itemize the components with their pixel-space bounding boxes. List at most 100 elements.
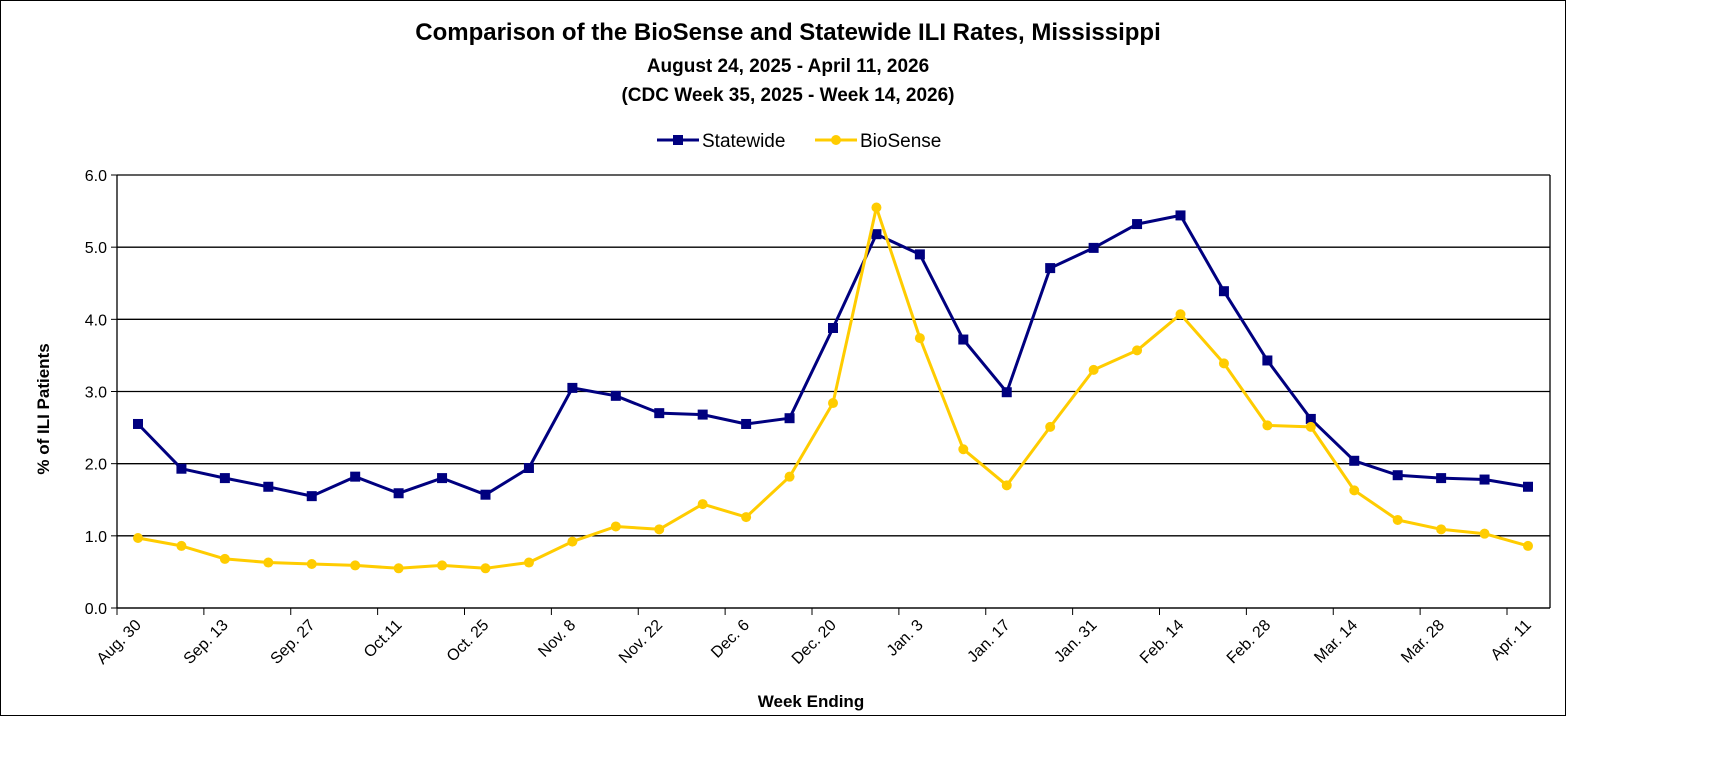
y-tick-label: 5.0	[85, 240, 107, 257]
statewide-point	[480, 489, 491, 500]
statewide-point	[176, 463, 187, 474]
biosense-point	[1262, 420, 1273, 431]
x-tick-label: Nov. 22	[616, 617, 666, 667]
x-tick-label: Oct.11	[361, 617, 406, 662]
y-tick-label: 2.0	[85, 457, 107, 474]
statewide-point	[741, 418, 752, 429]
statewide-point	[437, 473, 448, 484]
biosense-point	[1436, 524, 1447, 535]
biosense-point	[176, 540, 187, 551]
chart-subtitle-dates: August 24, 2025 - April 11, 2026	[647, 56, 929, 77]
legend-statewide-marker	[673, 135, 683, 145]
legend-biosense-label: BioSense	[860, 131, 941, 152]
statewide-point	[1218, 286, 1229, 297]
x-tick-label: Feb. 14	[1137, 617, 1187, 667]
biosense-point	[697, 499, 708, 510]
y-tick-label: 6.0	[85, 168, 107, 185]
line-chart: Comparison of the BioSense and Statewide…	[34, 19, 1551, 711]
biosense-point	[393, 563, 404, 574]
x-tick-label: Jan. 3	[884, 617, 927, 660]
biosense-point	[741, 512, 752, 523]
x-tick-label: Sep. 27	[268, 617, 319, 668]
chart-frame: Comparison of the BioSense and Statewide…	[0, 0, 1566, 716]
statewide-point	[306, 491, 317, 502]
statewide-point	[219, 473, 230, 484]
statewide-point	[1392, 470, 1403, 481]
biosense-point	[610, 521, 621, 532]
statewide-point	[1262, 355, 1273, 366]
statewide-point	[523, 462, 534, 473]
biosense-point	[133, 532, 143, 543]
biosense-point	[1349, 485, 1360, 496]
statewide-point	[567, 382, 578, 393]
chart-title: Comparison of the BioSense and Statewide…	[415, 19, 1161, 46]
statewide-point	[697, 409, 708, 420]
series-group	[133, 202, 1533, 574]
statewide-point	[1523, 481, 1533, 492]
biosense-point	[1175, 309, 1186, 320]
statewide-point	[1175, 210, 1186, 221]
x-tick-label: Oct. 25	[444, 617, 493, 666]
biosense-point	[958, 444, 969, 455]
chart-subtitle-weeks: (CDC Week 35, 2025 - Week 14, 2026)	[621, 85, 954, 106]
biosense-point	[350, 560, 361, 571]
statewide-point	[914, 249, 925, 260]
y-axis-label: % of ILI Patients	[34, 343, 53, 474]
legend-biosense-marker	[831, 135, 841, 145]
x-tick-label: Nov. 8	[535, 617, 579, 661]
statewide-point	[871, 229, 882, 240]
statewide-point	[393, 488, 404, 499]
statewide-point	[654, 408, 665, 419]
x-tick-label: Aug. 30	[94, 617, 145, 668]
statewide-point	[1349, 455, 1360, 466]
biosense-line	[137, 206, 1529, 570]
x-tick-label: Mar. 28	[1398, 617, 1448, 667]
statewide-point	[263, 481, 274, 492]
statewide-point	[350, 471, 361, 482]
x-tick-label: Jan. 31	[1051, 617, 1100, 666]
biosense-point	[914, 333, 925, 344]
biosense-point	[1218, 358, 1229, 369]
legend-statewide-label: Statewide	[702, 131, 785, 152]
biosense-point	[1088, 364, 1099, 375]
x-tick-label: Dec. 20	[789, 617, 840, 668]
statewide-point	[610, 390, 621, 401]
axes: 0.0 1.0 2.0 3.0 4.0 5.0 6.0 Aug. 30 Sep. 13 Sep. …	[85, 168, 1551, 668]
statewide-point	[133, 418, 143, 429]
statewide-point	[1436, 473, 1447, 484]
gridlines	[117, 174, 1550, 609]
x-tick-label: Mar. 14	[1311, 617, 1361, 667]
biosense-point	[654, 524, 665, 535]
biosense-point	[1045, 421, 1056, 432]
chart-legend: Statewide BioSense	[657, 131, 941, 152]
biosense-point	[1523, 540, 1533, 551]
statewide-point	[1045, 263, 1056, 274]
statewide-point	[1305, 413, 1316, 424]
biosense-point	[871, 202, 882, 213]
statewide-line	[136, 213, 1529, 498]
statewide-point	[1001, 387, 1012, 398]
x-tick-label: Feb. 28	[1224, 617, 1274, 667]
biosense-point	[1001, 480, 1012, 491]
statewide-point	[958, 334, 969, 345]
biosense-point	[437, 560, 448, 571]
biosense-point	[1305, 421, 1316, 432]
statewide-point	[1132, 219, 1143, 230]
biosense-point	[306, 558, 317, 569]
statewide-point	[1088, 242, 1099, 253]
statewide-point	[784, 413, 795, 424]
x-tick-label: Sep. 13	[181, 617, 232, 668]
x-tick-label: Dec. 6	[708, 617, 753, 662]
x-tick-label: Apr. 11	[1488, 617, 1535, 664]
y-tick-label: 1.0	[85, 529, 107, 546]
biosense-point	[263, 557, 274, 568]
y-tick-label: 0.0	[85, 601, 107, 618]
biosense-point	[784, 471, 795, 482]
biosense-point	[480, 563, 491, 574]
biosense-point	[1479, 528, 1490, 539]
biosense-point	[219, 553, 230, 564]
statewide-point	[1479, 474, 1490, 485]
x-axis-label: Week Ending	[758, 692, 864, 711]
biosense-point	[1392, 514, 1403, 525]
biosense-point	[1132, 345, 1143, 356]
